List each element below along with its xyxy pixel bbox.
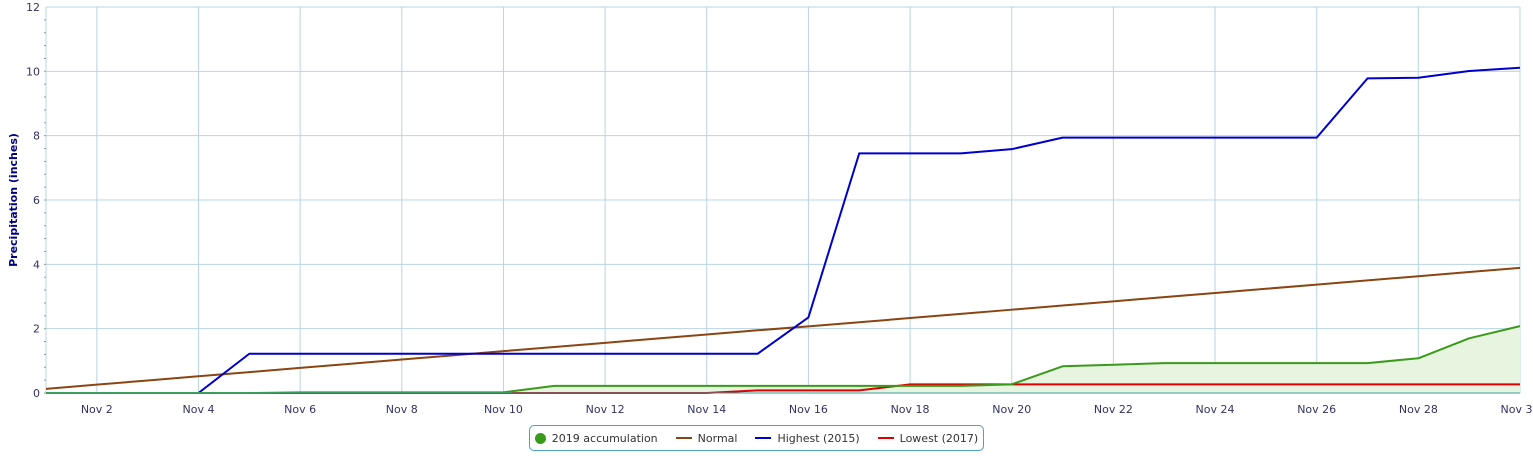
y-tick-label: 4 [33,258,40,271]
legend-label: Highest (2015) [777,431,860,445]
accumulation-fill [46,326,1520,393]
x-tick-label: Nov 22 [1094,403,1133,416]
legend-swatch [534,432,546,444]
x-tick-label: Nov 6 [284,403,316,416]
y-tick-label: 6 [33,194,40,207]
y-axis-label: Precipitation (inches) [7,133,20,267]
y-tick-labels: 0 2 4 6 8 10 12 [26,1,40,400]
y-tick-label: 0 [33,387,40,400]
series-line-highest-2015 [46,66,1521,394]
x-tick-label: Nov 4 [182,403,214,416]
legend-swatch [755,437,772,439]
x-tick-label: Nov 24 [1196,403,1235,416]
y-tick-label: 12 [26,1,40,14]
y-tick-label: 10 [26,65,40,78]
accumulation-area [46,326,1520,393]
series-line-normal [45,266,1521,390]
chart-legend: 2019 accumulation Normal Highest (2015) … [529,425,984,451]
legend-item-normal[interactable]: Normal [675,431,738,445]
x-tick-label: Nov 14 [687,403,726,416]
x-tick-label: Nov 2 [81,403,113,416]
x-tick-label: Nov 16 [789,403,828,416]
legend-label: Lowest (2017) [899,431,979,445]
series-lines [45,66,1521,394]
legend-item-highest[interactable]: Highest (2015) [755,431,860,445]
x-tick-label: Nov 30 [1501,403,1533,416]
grid [44,6,1521,394]
legend-swatch [675,437,692,439]
x-tick-labels: Nov 2 Nov 4 Nov 6 Nov 8 Nov 10 Nov 12 Nov 14 No… [81,403,1533,416]
legend-item-lowest[interactable]: Lowest (2017) [877,431,979,445]
x-tick-label: Nov 20 [992,403,1031,416]
x-tick-label: Nov 28 [1399,403,1438,416]
legend-label: Normal [697,431,738,445]
y-tick-label: 2 [33,323,40,336]
legend-label: 2019 accumulation [551,431,658,445]
x-tick-label: Nov 26 [1297,403,1336,416]
legend-item-2019-accumulation[interactable]: 2019 accumulation [534,431,658,445]
x-tick-label: Nov 18 [891,403,930,416]
x-tick-label: Nov 12 [586,403,625,416]
legend-swatch [877,437,894,439]
y-tick-label: 8 [33,130,40,143]
series-line-2019-accumulation [46,325,1521,394]
x-tick-label: Nov 10 [484,403,523,416]
x-tick-label: Nov 8 [386,403,418,416]
